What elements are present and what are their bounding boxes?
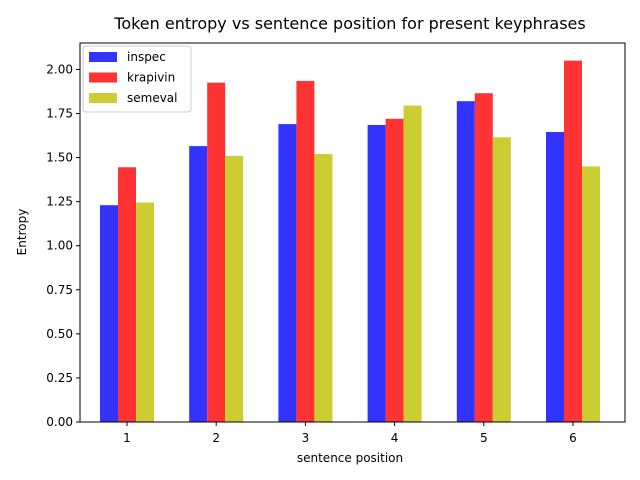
bar-semeval-3 (314, 154, 333, 422)
y-tick-label-1.75: 1.75 (46, 107, 73, 121)
bar-semeval-5 (492, 137, 511, 422)
bar-inspec-6 (546, 132, 564, 422)
legend-swatch-krapivin (89, 72, 117, 83)
y-tick-label-0.00: 0.00 (46, 415, 73, 429)
bar-semeval-1 (136, 202, 154, 422)
bars (100, 60, 600, 423)
x-tick-label-5: 5 (480, 431, 488, 445)
y-axis-ticks: 0.00 0.25 0.50 0.75 1.00 1.25 1.50 1.75 2.00 (46, 62, 80, 429)
legend-label-inspec: inspec (127, 50, 166, 64)
y-tick-label-1.00: 1.00 (46, 239, 73, 253)
bar-krapivin-1 (118, 167, 136, 422)
y-tick-label-0.50: 0.50 (46, 327, 73, 341)
y-tick-label-1.25: 1.25 (46, 195, 73, 209)
bar-krapivin-2 (207, 82, 226, 422)
bar-inspec-2 (189, 146, 208, 422)
chart-title: Token entropy vs sentence position for p… (113, 14, 585, 33)
bar-inspec-4 (367, 124, 386, 422)
plot-frame (79, 42, 626, 423)
y-tick-label-1.50: 1.50 (46, 151, 73, 165)
x-axis-ticks: 1 2 3 4 5 6 (123, 422, 577, 445)
y-tick-label-0.25: 0.25 (46, 371, 73, 385)
bar-semeval-4 (403, 105, 422, 422)
bar-inspec-3 (278, 124, 297, 422)
bar-inspec-1 (100, 205, 118, 422)
x-axis-label: sentence position (297, 451, 403, 465)
legend-label-semeval: semeval (127, 91, 178, 105)
bar-semeval-2 (225, 155, 244, 422)
legend: inspec krapivin semeval (82, 45, 192, 113)
bar-inspec-5 (456, 101, 475, 423)
bar-krapivin-3 (296, 80, 315, 423)
y-axis-label: Entropy (15, 209, 29, 256)
y-tick-label-2.00: 2.00 (46, 62, 73, 76)
x-tick-label-6: 6 (569, 431, 577, 445)
x-tick-label-1: 1 (123, 431, 131, 445)
bar-krapivin-6 (564, 60, 582, 422)
bar-krapivin-5 (474, 93, 493, 423)
x-tick-label-4: 4 (391, 431, 399, 445)
legend-swatch-semeval (89, 93, 117, 103)
y-tick-label-0.75: 0.75 (46, 283, 73, 297)
legend-swatch-inspec (89, 52, 117, 62)
bar-semeval-6 (582, 166, 600, 422)
x-tick-label-3: 3 (302, 431, 310, 445)
legend-label-krapivin: krapivin (127, 71, 175, 85)
x-tick-label-2: 2 (212, 431, 220, 445)
bar-krapivin-4 (385, 118, 404, 423)
